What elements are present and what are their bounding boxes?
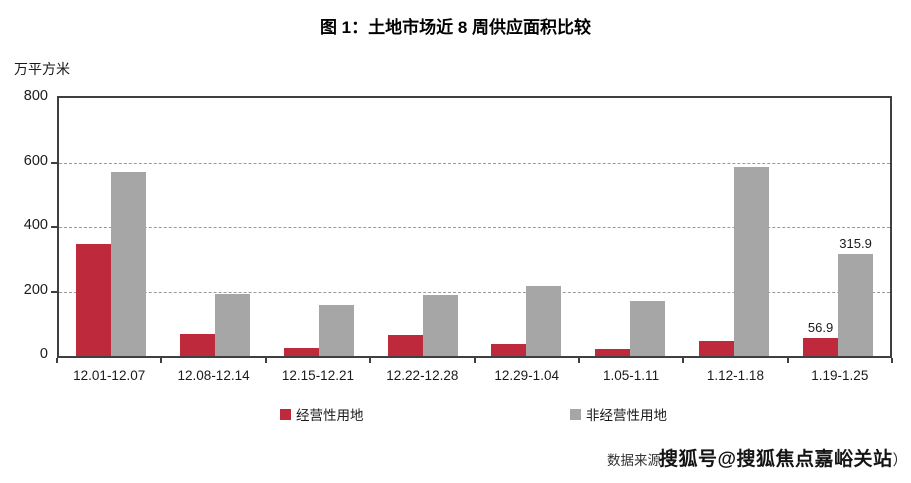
- bar-非经营性用地: [734, 167, 770, 356]
- bar-经营性用地: [283, 347, 319, 356]
- y-axis-tick-mark: [51, 290, 57, 293]
- gridline: [59, 291, 890, 293]
- y-axis-tick-mark: [51, 226, 57, 228]
- y-axis-tick-label: 200: [23, 281, 48, 298]
- x-axis-tick-mark: [264, 358, 267, 363]
- bar-value-label: 315.9: [839, 236, 872, 252]
- x-axis-tick-mark: [369, 358, 372, 363]
- x-axis-tick-mark: [577, 358, 580, 363]
- bar-经营性用地: 56.9: [803, 320, 839, 356]
- x-axis-label: 1.12-1.18: [706, 368, 764, 383]
- plot-area: 56.9 315.9: [57, 96, 892, 358]
- bar-经营性用地: [75, 243, 111, 356]
- gridline: [59, 162, 890, 164]
- bar-group: [267, 98, 371, 356]
- bar-非经营性用地: [422, 294, 458, 356]
- bar-经营性用地: [491, 344, 527, 356]
- bar-group: 56.9 315.9: [786, 98, 890, 356]
- bar-group: [475, 98, 579, 356]
- y-axis-tick-label: 800: [23, 88, 48, 104]
- x-axis-tick-mark: [682, 358, 685, 363]
- bar-非经营性用地: [526, 286, 562, 356]
- bar-group: [371, 98, 475, 356]
- x-axis-tick-mark: [160, 358, 163, 363]
- source-prefix-text: 数据来源: [607, 453, 661, 468]
- bar-非经营性用地: [630, 301, 666, 356]
- x-axis-label: 12.29-1.04: [494, 368, 559, 383]
- y-axis-tick-label: 600: [23, 152, 48, 169]
- legend-label: 非经营性用地: [586, 408, 667, 423]
- y-axis-tick-label: 0: [39, 346, 48, 362]
- bar-非经营性用地: [110, 172, 146, 356]
- source-suffix-text: ）: [892, 452, 908, 469]
- x-axis-label: 12.08-12.14: [177, 368, 250, 383]
- bar-value-label: 56.9: [807, 319, 834, 335]
- x-axis-tick-mark: [56, 358, 58, 363]
- y-axis-tick-mark: [51, 161, 57, 164]
- y-axis-tick-label: 400: [23, 217, 48, 233]
- bar-group: [578, 98, 682, 356]
- legend-swatch: [280, 408, 291, 420]
- x-axis-label: 1.19-1.25: [811, 368, 869, 383]
- x-axis-label: 12.15-12.21: [281, 368, 354, 383]
- chart-title: 图 1：土地市场近 8 周供应面积比较: [319, 18, 592, 37]
- x-axis-label: 12.22-12.28: [386, 368, 459, 383]
- legend-item-经营性用地: 经营性用地: [280, 404, 364, 424]
- gridline: [59, 227, 890, 228]
- x-axis-tick-mark: [891, 358, 893, 363]
- x-axis-labels: 12.01-12.07 12.08-12.14 12.15-12.21 12.22-1…: [57, 368, 892, 383]
- bar-group: [682, 98, 786, 356]
- bar-group: [59, 98, 163, 356]
- bar-经营性用地: [387, 335, 423, 356]
- bar-非经营性用地: [214, 293, 250, 356]
- legend-item-非经营性用地: 非经营性用地: [570, 404, 667, 424]
- bar-经营性用地: [699, 340, 735, 356]
- watermark-text: 搜狐号@搜狐焦点嘉峪关站: [659, 449, 893, 470]
- legend-label: 经营性用地: [296, 408, 364, 423]
- bar-经营性用地: [179, 334, 215, 356]
- bar-group: [163, 98, 267, 356]
- bar-非经营性用地: 315.9: [838, 236, 874, 356]
- legend-swatch: [570, 408, 581, 420]
- source-line: 数据来源 搜狐号@搜狐焦点嘉峪关站 ）: [607, 444, 908, 471]
- x-axis-label: 1.05-1.11: [603, 368, 660, 383]
- x-axis-tick-mark: [473, 358, 476, 363]
- x-axis-label: 12.01-12.07: [73, 368, 146, 383]
- x-axis-tick-mark: [786, 358, 789, 363]
- y-axis-unit-label: 万平方米: [14, 61, 70, 77]
- bar-经营性用地: [595, 348, 631, 356]
- bar-非经营性用地: [318, 305, 354, 356]
